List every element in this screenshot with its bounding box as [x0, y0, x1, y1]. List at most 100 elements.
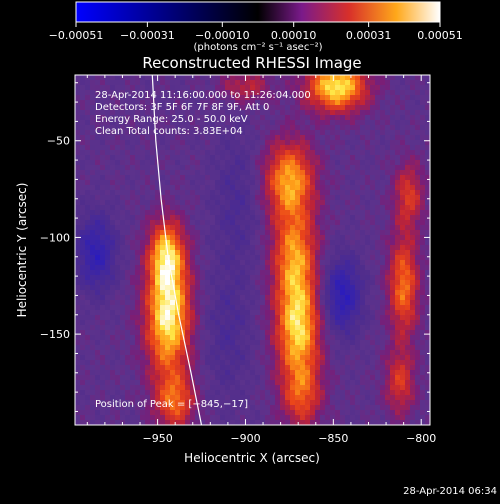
heatmap-cell — [110, 355, 116, 361]
heatmap-cell — [305, 130, 311, 136]
heatmap-cell — [75, 270, 81, 276]
heatmap-cell — [255, 130, 261, 136]
heatmap-cell — [345, 400, 351, 406]
heatmap-cell — [350, 125, 356, 131]
heatmap-cell — [105, 360, 111, 366]
heatmap-cell — [275, 365, 281, 371]
heatmap-cell — [270, 115, 276, 121]
heatmap-cell — [130, 370, 136, 376]
heatmap-cell — [395, 105, 401, 111]
heatmap-cell — [130, 245, 136, 251]
heatmap-cell — [395, 85, 401, 91]
heatmap-cell — [215, 195, 221, 201]
heatmap-cell — [210, 330, 216, 336]
heatmap-cell — [345, 315, 351, 321]
heatmap-cell — [95, 215, 101, 221]
heatmap-cell — [370, 145, 376, 151]
heatmap-cell — [185, 370, 191, 376]
heatmap-cell — [130, 315, 136, 321]
heatmap-cell — [400, 300, 406, 306]
heatmap-cell — [255, 240, 261, 246]
heatmap-cell — [250, 265, 256, 271]
heatmap-cell — [300, 275, 306, 281]
heatmap-cell — [335, 160, 341, 166]
heatmap-cell — [85, 150, 91, 156]
heatmap-cell — [340, 320, 346, 326]
heatmap-cell — [255, 230, 261, 236]
heatmap-cell — [380, 75, 386, 81]
heatmap-cell — [265, 140, 271, 146]
heatmap-cell — [370, 105, 376, 111]
heatmap-cell — [405, 195, 411, 201]
heatmap-cell — [130, 190, 136, 196]
heatmap-cell — [340, 125, 346, 131]
heatmap-cell — [150, 140, 156, 146]
heatmap-cell — [420, 410, 426, 416]
heatmap-cell — [200, 155, 206, 161]
heatmap-cell — [135, 245, 141, 251]
heatmap-cell — [275, 315, 281, 321]
heatmap-cell — [280, 280, 286, 286]
heatmap-cell — [280, 400, 286, 406]
heatmap-cell — [110, 140, 116, 146]
heatmap-cell — [300, 325, 306, 331]
heatmap-cell — [335, 380, 341, 386]
heatmap-cell — [95, 175, 101, 181]
heatmap-cell — [365, 115, 371, 121]
heatmap-cell — [260, 155, 266, 161]
heatmap-cell — [285, 135, 291, 141]
heatmap-cell — [145, 270, 151, 276]
heatmap-cell — [325, 145, 331, 151]
heatmap-cell — [300, 120, 306, 126]
heatmap-cell — [165, 390, 171, 396]
heatmap-cell — [410, 130, 416, 136]
heatmap-cell — [190, 225, 196, 231]
heatmap-cell — [255, 140, 261, 146]
heatmap-cell — [145, 225, 151, 231]
heatmap-cell — [295, 275, 301, 281]
heatmap-cell — [395, 330, 401, 336]
heatmap-cell — [310, 155, 316, 161]
heatmap-cell — [385, 105, 391, 111]
heatmap-cell — [285, 350, 291, 356]
heatmap-cell — [115, 380, 121, 386]
heatmap-cell — [400, 160, 406, 166]
heatmap-cell — [365, 410, 371, 416]
heatmap-cell — [275, 250, 281, 256]
heatmap-cell — [415, 310, 421, 316]
heatmap-cell — [200, 260, 206, 266]
heatmap-cell — [260, 265, 266, 271]
heatmap-cell — [95, 325, 101, 331]
heatmap-cell — [250, 155, 256, 161]
heatmap-cell — [385, 400, 391, 406]
heatmap-cell — [155, 310, 161, 316]
heatmap-cell — [400, 370, 406, 376]
heatmap-cell — [180, 305, 186, 311]
heatmap-cell — [115, 155, 121, 161]
heatmap-cell — [185, 240, 191, 246]
heatmap-cell — [350, 95, 356, 101]
heatmap-cell — [340, 375, 346, 381]
heatmap-cell — [185, 310, 191, 316]
heatmap-cell — [385, 185, 391, 191]
heatmap-cell — [125, 250, 131, 256]
heatmap-cell — [280, 135, 286, 141]
heatmap-cell — [195, 195, 201, 201]
heatmap-cell — [285, 370, 291, 376]
heatmap-cell — [410, 385, 416, 391]
heatmap-cell — [405, 250, 411, 256]
heatmap-cell — [390, 320, 396, 326]
heatmap-cell — [355, 405, 361, 411]
heatmap-cell — [75, 130, 81, 136]
heatmap-cell — [190, 195, 196, 201]
heatmap-cell — [410, 250, 416, 256]
heatmap-cell — [380, 305, 386, 311]
heatmap-cell — [395, 110, 401, 116]
heatmap-cell — [335, 205, 341, 211]
heatmap-cell — [145, 380, 151, 386]
heatmap-cell — [345, 165, 351, 171]
heatmap-cell — [300, 300, 306, 306]
heatmap-cell — [325, 280, 331, 286]
heatmap-cell — [210, 285, 216, 291]
heatmap-cell — [220, 170, 226, 176]
